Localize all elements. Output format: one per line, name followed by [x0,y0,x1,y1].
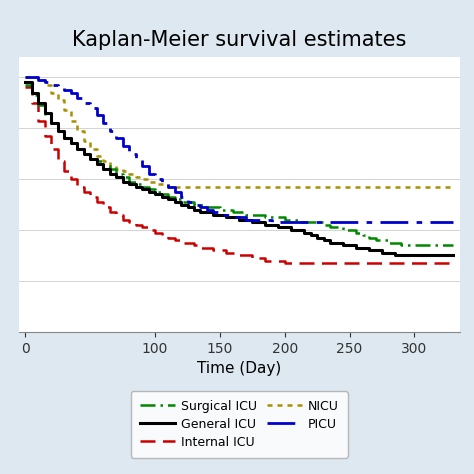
X-axis label: Time (Day): Time (Day) [197,361,282,376]
Title: Kaplan-Meier survival estimates: Kaplan-Meier survival estimates [72,30,407,50]
Legend: Surgical ICU, General ICU, Internal ICU, NICU, PICU: Surgical ICU, General ICU, Internal ICU,… [131,391,348,457]
